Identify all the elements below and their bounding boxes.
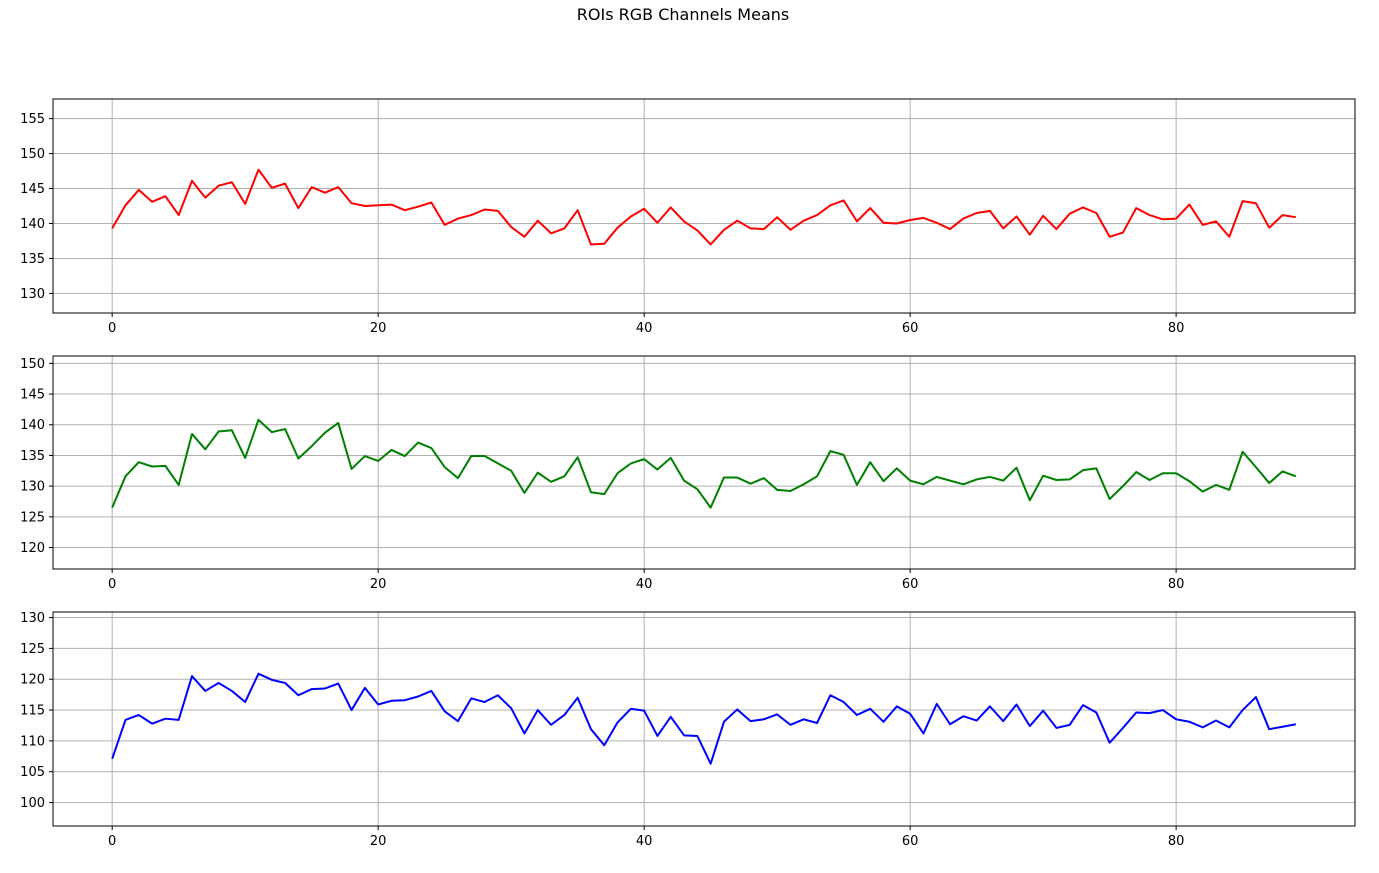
subplot-green-channel: 0 20 40 60 80 120 125 130 135 140 145 150 <box>20 355 1356 592</box>
y-tick-label: 130 <box>20 611 45 626</box>
y-tick-label: 120 <box>20 541 45 556</box>
x-tick-label: 60 <box>902 577 919 592</box>
y-tick-label: 150 <box>20 357 45 372</box>
y-tick-label: 140 <box>20 418 45 433</box>
y-tick-label: 125 <box>20 642 45 657</box>
y-tick-label: 130 <box>20 287 45 302</box>
x-tick-label: 40 <box>636 834 653 849</box>
axes-frame <box>52 611 1356 827</box>
x-tick-label: 60 <box>902 321 919 336</box>
x-tick-label: 0 <box>108 834 116 849</box>
x-tick-label: 20 <box>370 321 387 336</box>
x-tick-label: 40 <box>636 321 653 336</box>
y-tick-label: 100 <box>20 796 45 811</box>
y-tick-label: 115 <box>20 704 45 719</box>
x-tick-label: 80 <box>1168 321 1185 336</box>
y-tick-label: 125 <box>20 510 45 525</box>
green-channel-series-line <box>111 418 1297 509</box>
blue-channel-series-line <box>111 672 1297 765</box>
y-tick-label: 145 <box>20 388 45 403</box>
axes-frame <box>52 98 1356 314</box>
figure-title: ROIs RGB Channels Means <box>577 5 789 24</box>
y-tick-label: 155 <box>20 112 45 127</box>
y-tick-label: 110 <box>20 734 45 749</box>
y-tick-label: 145 <box>20 182 45 197</box>
x-tick-label: 80 <box>1168 834 1185 849</box>
x-tick-label: 80 <box>1168 577 1185 592</box>
axes-frame <box>52 355 1356 570</box>
red-channel-series-line <box>111 168 1296 246</box>
y-tick-label: 135 <box>20 449 45 464</box>
y-tick-label: 130 <box>20 480 45 495</box>
y-tick-label: 120 <box>20 673 45 688</box>
x-tick-label: 60 <box>902 834 919 849</box>
y-tick-label: 135 <box>20 252 45 267</box>
y-tick-label: 150 <box>20 147 45 162</box>
y-tick-label: 105 <box>20 765 45 780</box>
x-tick-label: 0 <box>108 321 116 336</box>
subplot-blue-channel: 0 20 40 60 80 100 105 110 115 120 125 130 <box>20 611 1356 849</box>
x-tick-label: 40 <box>636 577 653 592</box>
x-tick-label: 20 <box>370 834 387 849</box>
x-tick-label: 0 <box>108 577 116 592</box>
subplot-red-channel: 0 20 40 60 80 130 135 140 145 150 155 <box>20 98 1356 336</box>
y-tick-label: 140 <box>20 217 45 232</box>
x-tick-label: 20 <box>370 577 387 592</box>
